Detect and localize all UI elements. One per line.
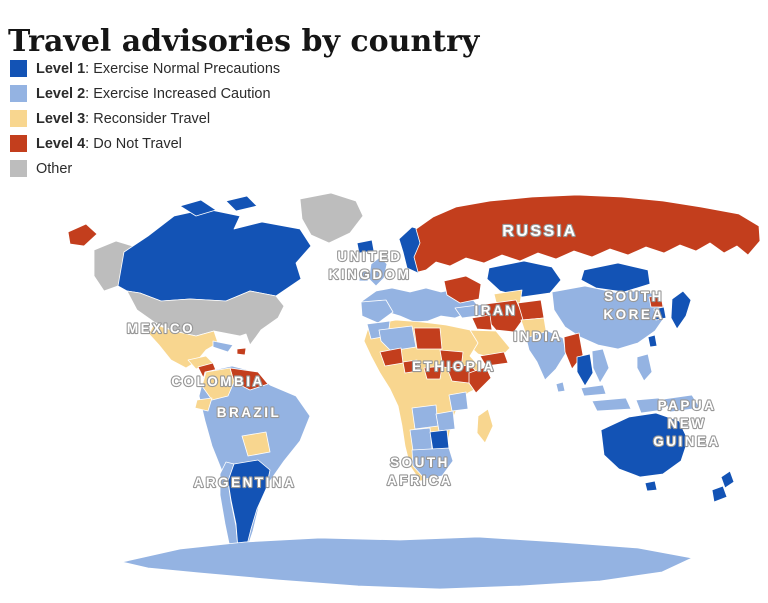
region-japan xyxy=(670,290,692,330)
legend-item-level4: Level 4: Do Not Travel xyxy=(10,135,280,152)
map-label-iran: IRAN xyxy=(475,303,518,318)
region-central-african-republic xyxy=(423,365,443,380)
region-libya xyxy=(413,327,443,350)
region-china xyxy=(551,285,667,350)
legend-swatch-level1 xyxy=(10,60,27,77)
region-mexico xyxy=(148,323,219,369)
map-label-mexico: MEXICO xyxy=(127,321,195,336)
legend: Level 1: Exercise Normal Precautions Lev… xyxy=(10,60,280,185)
region-yemen xyxy=(479,351,509,367)
region-indonesia xyxy=(591,397,632,412)
region-ukraine-belarus xyxy=(443,275,482,304)
legend-item-level3: Level 3: Reconsider Travel xyxy=(10,110,280,127)
region-cuba xyxy=(212,340,234,353)
region-mongolia xyxy=(580,262,651,293)
region-russia xyxy=(413,194,761,273)
page-title: Travel advisories by country xyxy=(8,24,480,60)
region-angola xyxy=(411,404,439,430)
region-philippines xyxy=(636,353,653,382)
region-haiti xyxy=(236,347,247,356)
map-regions xyxy=(67,192,761,590)
map-labels: UNITED KINGDOM RUSSIA SOUTH KOREA MEXICO IRAN I… xyxy=(126,222,721,491)
region-canada xyxy=(117,208,312,302)
region-afghanistan xyxy=(517,299,545,321)
region-india xyxy=(525,330,567,381)
region-thailand xyxy=(576,353,594,387)
region-north-korea xyxy=(648,294,664,308)
region-iberia xyxy=(360,299,394,324)
region-new-zealand xyxy=(711,485,728,503)
legend-label: Level 3: Reconsider Travel xyxy=(36,110,211,127)
map-label-kingdom: KINGDOM xyxy=(329,267,412,282)
region-vietnam-laos xyxy=(591,348,610,384)
region-greenland xyxy=(299,192,364,244)
legend-swatch-level2 xyxy=(10,85,27,102)
map-label-united: UNITED xyxy=(337,249,402,264)
region-somalia xyxy=(468,366,492,394)
region-indonesia xyxy=(635,397,664,414)
region-south-korea xyxy=(653,306,667,321)
map-label-south: SOUTH xyxy=(390,455,450,470)
region-argentina xyxy=(227,459,271,550)
region-taiwan xyxy=(647,334,658,348)
map-label-colombia: COLOMBIA xyxy=(171,374,265,389)
region-tasmania xyxy=(644,480,658,492)
legend-label: Level 4: Do Not Travel xyxy=(36,135,182,152)
legend-label: Other xyxy=(36,160,73,177)
map-label-brazil: BRAZIL xyxy=(217,405,282,420)
map-label-russia: RUSSIA xyxy=(502,223,577,240)
region-south-america xyxy=(198,365,311,547)
legend-item-level1: Level 1: Exercise Normal Precautions xyxy=(10,60,280,77)
region-colombia xyxy=(201,367,235,401)
region-tanzania xyxy=(448,391,469,412)
legend-label: Level 2: Exercise Increased Caution xyxy=(36,85,271,102)
legend-item-level2: Level 2: Exercise Increased Caution xyxy=(10,85,280,102)
map-label-india: INDIA xyxy=(513,329,562,344)
region-papua-new-guinea xyxy=(663,394,701,413)
region-canada-arctic xyxy=(179,199,217,217)
map-label-guinea: GUINEA xyxy=(653,434,721,449)
region-ecuador xyxy=(194,397,213,412)
region-chukotka-russia xyxy=(67,223,98,247)
legend-label: Level 1: Exercise Normal Precautions xyxy=(36,60,281,77)
region-namibia xyxy=(409,427,433,452)
region-madagascar xyxy=(476,408,494,444)
region-south-africa xyxy=(411,447,454,480)
legend-swatch-level3 xyxy=(10,110,27,127)
map-label-korea: KOREA xyxy=(603,307,664,322)
legend-swatch-level4 xyxy=(10,135,27,152)
region-malaysia xyxy=(580,384,607,397)
region-united-kingdom xyxy=(368,256,388,287)
region-new-zealand xyxy=(720,470,735,489)
region-ireland xyxy=(358,269,370,282)
map-label-new: NEW xyxy=(668,416,707,431)
region-sahel xyxy=(402,359,419,374)
region-sri-lanka xyxy=(555,381,566,393)
region-canada-arctic xyxy=(225,195,258,212)
region-iraq xyxy=(471,314,493,331)
map-label-papua: PAPUA xyxy=(658,398,717,413)
legend-item-other: Other xyxy=(10,160,280,177)
region-bolivia xyxy=(241,431,271,457)
map-label-south: SOUTH xyxy=(604,289,664,304)
region-australia xyxy=(600,412,689,478)
region-kazakhstan xyxy=(486,260,562,298)
map-label-argentina: ARGENTINA xyxy=(194,475,297,490)
map-label-ethiopia: ETHIOPIA xyxy=(412,359,496,374)
map-label-africa: AFRICA xyxy=(387,473,453,488)
region-iceland xyxy=(356,239,375,254)
region-zambia xyxy=(435,410,456,432)
legend-swatch-other xyxy=(10,160,27,177)
region-antarctica xyxy=(121,536,693,590)
region-algeria xyxy=(378,325,417,352)
